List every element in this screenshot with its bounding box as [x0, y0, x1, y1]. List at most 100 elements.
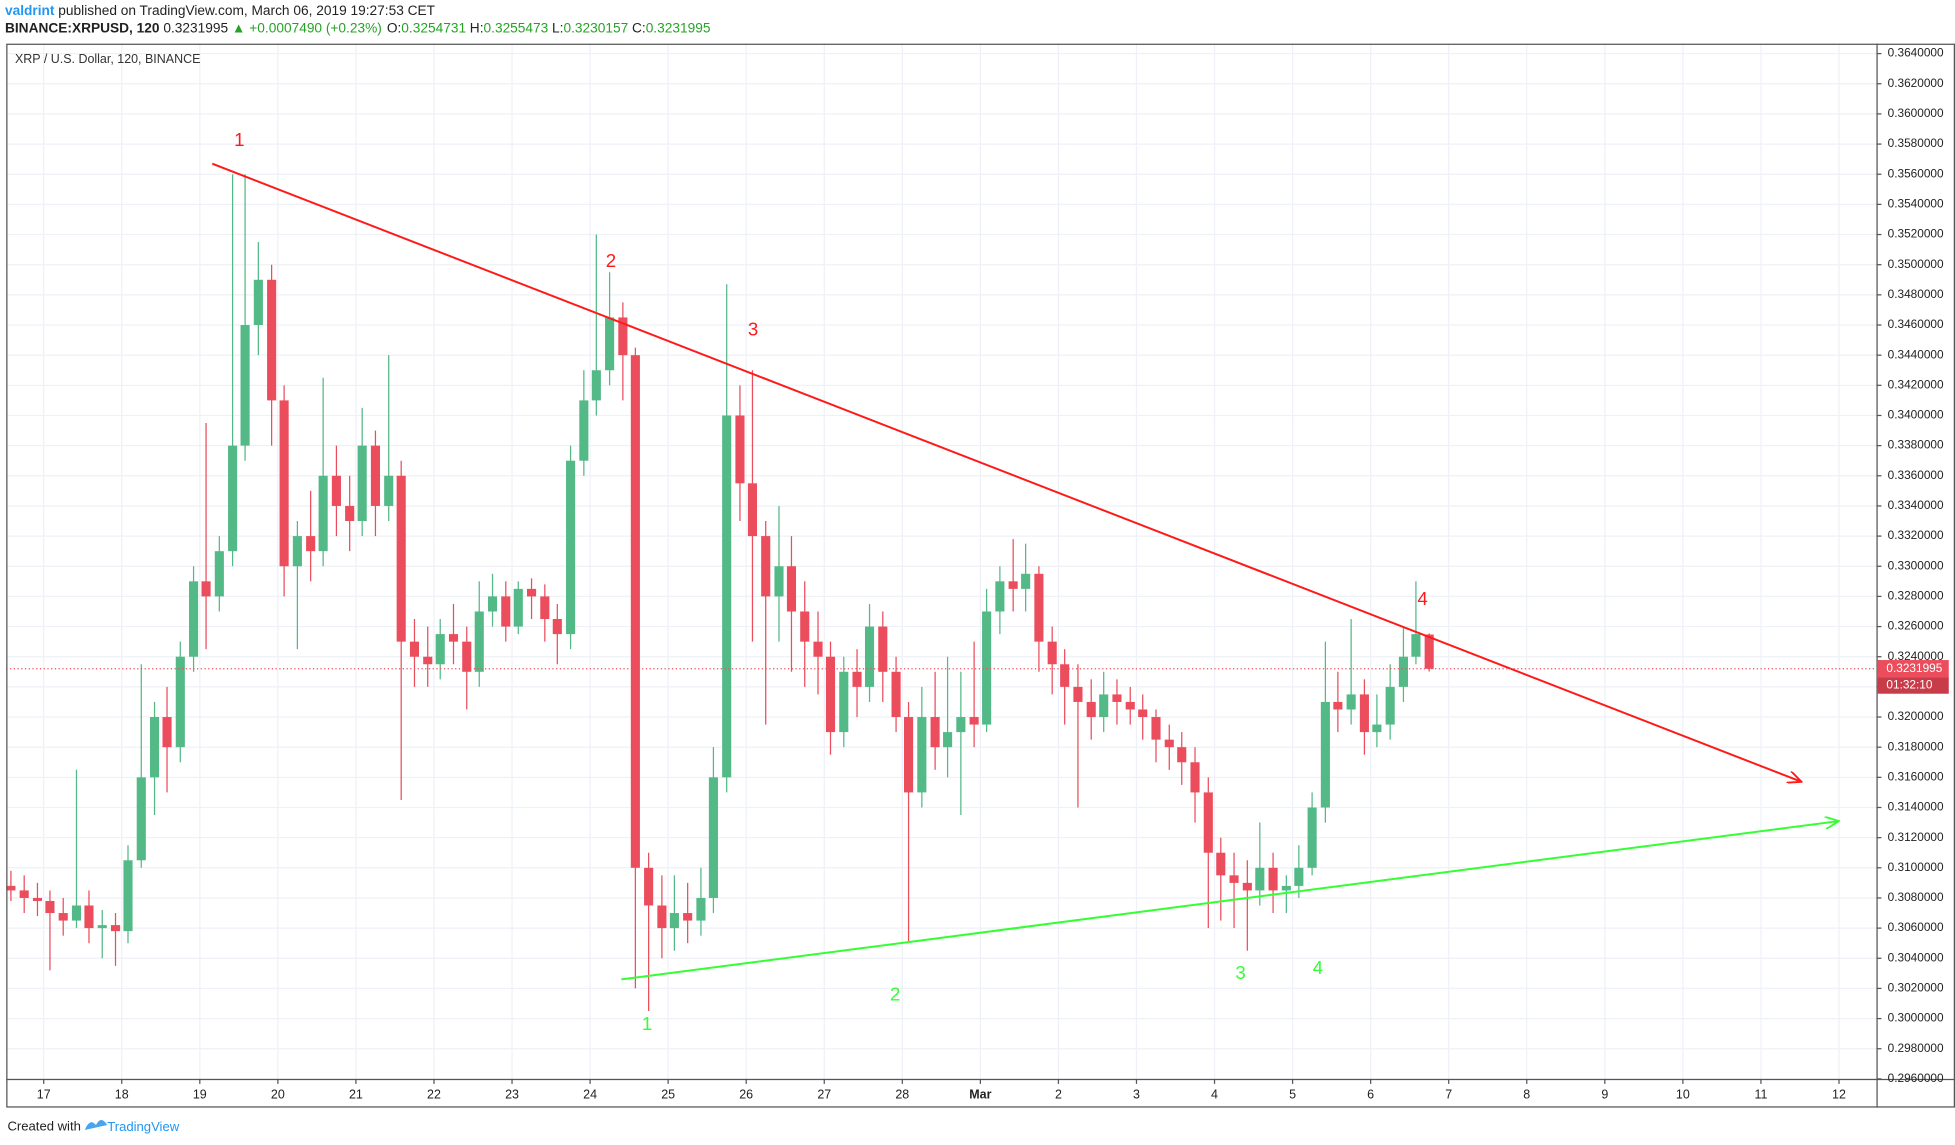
- candle-body: [786, 566, 797, 612]
- candle-body: [1177, 747, 1187, 763]
- candle-body: [175, 656, 185, 748]
- y-tick-label: 0.3360000: [1888, 468, 1944, 482]
- candle-body: [110, 925, 121, 932]
- candle-body: [825, 656, 836, 733]
- y-tick-label: 0.3160000: [1888, 769, 1944, 783]
- ohlc-value: 0.3230157: [563, 20, 628, 35]
- price-label: 0.3231995: [1886, 661, 1942, 675]
- candle-body: [1086, 701, 1096, 718]
- y-tick-label: 0.3040000: [1888, 950, 1944, 964]
- price-axis-bg: [1876, 0, 1955, 1079]
- wave-label: 1: [642, 1013, 652, 1034]
- candle-body: [84, 905, 94, 929]
- candle-body: [1151, 717, 1161, 740]
- y-tick-label: 0.3000000: [1888, 1011, 1944, 1025]
- candle-body: [384, 475, 394, 506]
- candle-body: [1294, 867, 1304, 886]
- legend: XRP / U.S. Dollar, 120, BINANCE: [15, 52, 200, 66]
- candle-body: [605, 317, 615, 371]
- wave-label: 2: [890, 983, 900, 1004]
- candle-body: [1320, 701, 1330, 808]
- x-tick-label: 3: [1133, 1087, 1140, 1101]
- y-tick-label: 0.3120000: [1888, 830, 1944, 844]
- price-box: [1877, 660, 1949, 678]
- countdown-box: [1877, 677, 1949, 694]
- y-tick-label: 0.3200000: [1888, 709, 1944, 723]
- wave-label: 3: [748, 318, 758, 339]
- candle-body: [214, 551, 224, 597]
- footer: Created with: [7, 1119, 80, 1134]
- candle-body: [1216, 852, 1226, 876]
- wave-label: 2: [606, 250, 616, 271]
- y-tick-label: 0.2960000: [1888, 1071, 1944, 1085]
- candle-body: [669, 913, 679, 929]
- candle-body: [1268, 867, 1278, 891]
- candle-body: [123, 860, 133, 932]
- candle-body: [1359, 694, 1369, 733]
- candle-body: [240, 325, 250, 446]
- candle-body: [969, 717, 979, 725]
- candle-body: [1164, 739, 1174, 748]
- candle-body: [657, 905, 667, 929]
- y-tick-label: 0.3400000: [1888, 408, 1944, 422]
- grid: [6, 43, 1877, 1080]
- candle-body: [1242, 882, 1252, 891]
- candle-body: [552, 619, 562, 635]
- candles: [6, 174, 1434, 1012]
- candle-body: [864, 626, 875, 687]
- candle-body: [45, 900, 55, 914]
- candle-body: [1229, 875, 1239, 883]
- logo: [84, 1120, 108, 1131]
- trend-line: [211, 162, 1801, 782]
- candle-body: [644, 867, 654, 906]
- candle-body: [1411, 634, 1421, 657]
- x-tick-label: 19: [193, 1087, 207, 1101]
- wave-label: 3: [1235, 962, 1245, 983]
- candle-body: [930, 717, 940, 748]
- candle-body: [800, 611, 810, 642]
- x-tick-label: 4: [1211, 1087, 1218, 1101]
- footer-created: Created with: [7, 1119, 80, 1134]
- candle-body: [774, 566, 784, 597]
- y-tick-label: 0.3020000: [1888, 981, 1944, 995]
- y-tick-label: 0.3520000: [1888, 227, 1944, 241]
- candle-body: [1346, 694, 1356, 710]
- candle-body: [735, 415, 745, 484]
- candle-body: [201, 581, 211, 597]
- x-tick-label: 8: [1523, 1087, 1530, 1101]
- y-tick-label: 0.3240000: [1888, 649, 1944, 663]
- y-tick-label: 0.3560000: [1888, 166, 1944, 180]
- candle-body: [747, 483, 758, 537]
- candle-body: [579, 400, 589, 461]
- candle-body: [1203, 792, 1213, 853]
- symbol-line: BINANCE:XRPUSD, 120 0.3231995 ▲ +0.00074…: [5, 20, 711, 35]
- y-tick-label: 0.3500000: [1888, 257, 1944, 271]
- header-line: valdrint published on TradingView.com, M…: [5, 3, 436, 18]
- y-tick-label: 0.3080000: [1888, 890, 1944, 904]
- candle-body: [513, 588, 523, 627]
- y-tick-label: 0.3320000: [1888, 528, 1944, 542]
- candle-body: [618, 317, 628, 356]
- overlay: 1 2 3 4 1 2 3 4: [6, 129, 1877, 1034]
- y-tick-label: 0.3620000: [1888, 76, 1944, 90]
- y-tick-label: 0.2980000: [1888, 1041, 1944, 1055]
- candle-body: [813, 641, 823, 657]
- candle-body: [423, 656, 433, 665]
- candle-body: [1307, 807, 1317, 868]
- candle-body: [501, 596, 511, 627]
- time-axis-bg: [0, 1078, 1955, 1145]
- candle-body: [943, 732, 953, 748]
- candle-body: [540, 596, 550, 620]
- candle-body: [1099, 694, 1109, 718]
- candle-body: [1047, 641, 1057, 665]
- y-tick-label: 0.3480000: [1888, 287, 1944, 301]
- ohlc-value: 0.3231995: [646, 20, 711, 35]
- candle-body: [852, 671, 862, 687]
- candle-body: [696, 897, 706, 921]
- candle-body: [409, 641, 420, 657]
- candle-body: [1424, 634, 1434, 669]
- x-tick-label: 12: [1832, 1087, 1846, 1101]
- candle-body: [1333, 701, 1343, 710]
- candle-body: [279, 400, 289, 567]
